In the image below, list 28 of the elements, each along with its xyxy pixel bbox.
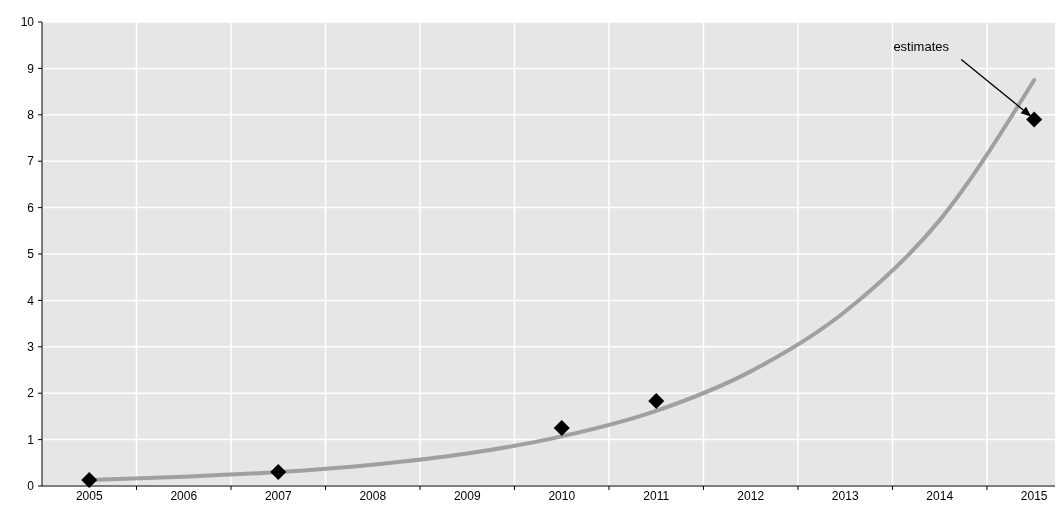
x-tick-label: 2006 bbox=[170, 489, 198, 503]
y-tick-label: 3 bbox=[27, 340, 35, 354]
point bbox=[648, 393, 665, 410]
y-tick-label: 5 bbox=[27, 247, 35, 262]
x-tick-label: 2012 bbox=[737, 489, 765, 503]
annotation: estimates bbox=[893, 39, 950, 55]
x-tick-label: 2011 bbox=[643, 489, 670, 503]
point bbox=[81, 471, 98, 488]
point bbox=[270, 464, 287, 481]
y-tick-label: 6 bbox=[27, 200, 35, 215]
x-tick-label: 2009 bbox=[453, 489, 481, 503]
x-tick-label: 2007 bbox=[264, 489, 292, 503]
y-tick-label: 9 bbox=[27, 61, 35, 76]
y-tick-label: 1 bbox=[27, 432, 35, 447]
y-tick-label: 8 bbox=[27, 108, 35, 122]
x-tick-label: 2010 bbox=[548, 489, 576, 503]
point bbox=[553, 420, 570, 436]
x-tick-label: 2008 bbox=[359, 489, 387, 503]
x-tick-label: 2015 bbox=[1020, 489, 1048, 503]
x-tick-label: 2013 bbox=[831, 489, 859, 503]
y-tick-label: 2 bbox=[27, 386, 35, 401]
x-tick-label: 2005 bbox=[75, 489, 103, 503]
point bbox=[1026, 111, 1043, 128]
x-tick-label: 2014 bbox=[926, 489, 954, 503]
y-tick-label: 4 bbox=[27, 293, 35, 308]
y-tick-label: 0 bbox=[27, 479, 35, 494]
y-tick-label: 10 bbox=[20, 15, 35, 30]
y-tick-label: 7 bbox=[27, 154, 35, 169]
